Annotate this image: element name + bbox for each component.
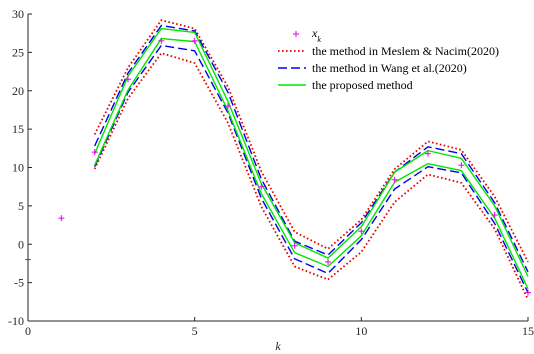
x-tick-label: 5 [192, 324, 198, 338]
legend-label: the method in Meslem & Nacim(2020) [312, 44, 499, 58]
scatter-point [425, 150, 431, 157]
series-2-upper-bound [94, 24, 529, 273]
series-2-lower-bound [94, 44, 529, 293]
legend-item-series-3: the proposed method [278, 78, 413, 92]
legend-item-series-1: the method in Meslem & Nacim(2020) [278, 44, 499, 58]
scatter-point [191, 37, 198, 44]
y-tick-label: 10 [12, 161, 24, 175]
legend-label: the method in Wang et al.(2020) [312, 61, 467, 75]
scatter-point [291, 242, 298, 249]
scatter-point [91, 149, 98, 156]
scatter-point [525, 289, 531, 296]
x-tick-label: 10 [355, 324, 367, 338]
legend-label-subscript: k [317, 35, 321, 44]
series-1-lower-bound [93, 52, 529, 300]
y-tick-label: 0 [18, 237, 24, 251]
y-tick-label: 5 [18, 199, 24, 213]
scatter-point [325, 258, 331, 265]
legend-item-series-2: the method in Wang et al.(2020) [278, 61, 467, 75]
y-tick-label: -10 [8, 314, 24, 328]
scatter-point [491, 212, 498, 219]
axes: 0 5 10 15 -10 -5 0 5 10 15 20 25 30 [8, 7, 534, 338]
scatter-point [391, 176, 398, 183]
series-3-lower-bound [94, 37, 529, 290]
y-tick-label: 20 [12, 84, 24, 98]
scatter-point [358, 228, 365, 235]
scatter-point [225, 103, 231, 110]
y-tick-label: 25 [12, 45, 24, 59]
y-tick-label: -5 [14, 276, 24, 290]
scatter-point [158, 37, 165, 44]
x-axis-label: k [275, 339, 281, 353]
legend-label-main: x [311, 26, 318, 40]
legend-label: the proposed method [312, 78, 413, 92]
legend-label: xk [311, 26, 321, 44]
series-1-upper-bound [93, 19, 529, 263]
scatter-point [58, 215, 65, 222]
y-tick-label: 15 [12, 122, 24, 136]
x-tick-label: 15 [522, 324, 534, 338]
series-3-upper-bound [94, 27, 529, 277]
scatter-point [125, 76, 131, 83]
y-tick-label: 30 [12, 7, 24, 21]
legend-item-scatter: xk [293, 26, 321, 44]
scatter-point [458, 162, 465, 169]
data-layer [25, 19, 531, 300]
x-tick-label: 0 [25, 324, 31, 338]
scatter-point [258, 183, 265, 190]
